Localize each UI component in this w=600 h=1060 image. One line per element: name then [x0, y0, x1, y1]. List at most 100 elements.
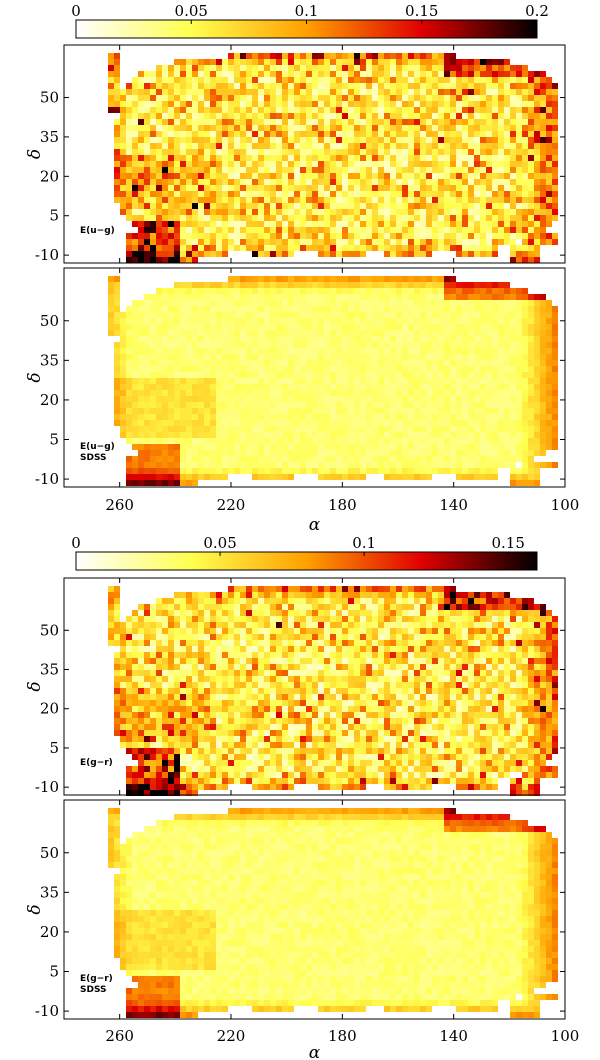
heatmap-cell: [348, 288, 354, 294]
heatmap-cell: [402, 71, 408, 77]
heatmap-cell: [432, 203, 438, 209]
heatmap-cell: [174, 468, 180, 474]
heatmap-cell: [480, 179, 486, 185]
heatmap-cell: [162, 173, 168, 179]
heatmap-cell: [360, 306, 366, 312]
heatmap-cell: [252, 468, 258, 474]
heatmap-cell: [258, 245, 264, 251]
heatmap-cell: [216, 233, 222, 239]
heatmap-cell: [270, 444, 276, 450]
heatmap-cell: [480, 420, 486, 426]
heatmap-cell: [348, 444, 354, 450]
heatmap-cell: [306, 185, 312, 191]
heatmap-cell: [174, 185, 180, 191]
heatmap-cell: [246, 324, 252, 330]
heatmap-cell: [420, 209, 426, 215]
heatmap-cell: [258, 390, 264, 396]
heatmap-cell: [378, 95, 384, 101]
heatmap-cell: [162, 306, 168, 312]
heatmap-cell: [342, 276, 348, 282]
heatmap-cell: [162, 468, 168, 474]
heatmap-cell: [186, 288, 192, 294]
heatmap-cell: [186, 191, 192, 197]
heatmap-cell: [204, 432, 210, 438]
heatmap-cell: [420, 101, 426, 107]
heatmap-cell: [318, 402, 324, 408]
heatmap-cell: [354, 372, 360, 378]
heatmap-cell: [246, 89, 252, 95]
heatmap-cell: [384, 342, 390, 348]
heatmap-cell: [186, 119, 192, 125]
heatmap-cell: [468, 131, 474, 137]
heatmap-cell: [144, 143, 150, 149]
heatmap-cell: [516, 336, 522, 342]
heatmap-cell: [384, 251, 390, 257]
heatmap-cell: [318, 173, 324, 179]
heatmap-cell: [408, 185, 414, 191]
heatmap-cell: [462, 456, 468, 462]
heatmap-cell: [126, 143, 132, 149]
heatmap-cell: [324, 125, 330, 131]
heatmap-cell: [210, 173, 216, 179]
heatmap-cell: [486, 378, 492, 384]
heatmap-cell: [384, 131, 390, 137]
heatmap-cell: [462, 318, 468, 324]
heatmap-cell: [216, 324, 222, 330]
heatmap-cell: [486, 113, 492, 119]
heatmap-cell: [144, 474, 150, 480]
heatmap-cell: [474, 414, 480, 420]
heatmap-cell: [300, 462, 306, 468]
heatmap-cell: [138, 245, 144, 251]
heatmap-cell: [432, 432, 438, 438]
heatmap-cell: [510, 288, 516, 294]
heatmap-cell: [492, 384, 498, 390]
heatmap-cell: [120, 209, 126, 215]
heatmap-cell: [270, 101, 276, 107]
heatmap-cell: [258, 71, 264, 77]
heatmap-cell: [516, 71, 522, 77]
heatmap-cell: [294, 233, 300, 239]
heatmap-cell: [360, 432, 366, 438]
heatmap-cell: [288, 113, 294, 119]
heatmap-cell: [402, 179, 408, 185]
heatmap-cell: [324, 245, 330, 251]
heatmap-cell: [318, 149, 324, 155]
heatmap-cell: [468, 282, 474, 288]
heatmap-cell: [390, 384, 396, 390]
heatmap-cell: [234, 336, 240, 342]
heatmap-cell: [492, 474, 498, 480]
heatmap-cell: [372, 221, 378, 227]
heatmap-cell: [420, 239, 426, 245]
heatmap-cell: [264, 402, 270, 408]
heatmap-cell: [180, 137, 186, 143]
heatmap-cell: [474, 179, 480, 185]
heatmap-cell: [462, 324, 468, 330]
heatmap-cell: [318, 113, 324, 119]
heatmap-cell: [522, 390, 528, 396]
heatmap-cell: [162, 131, 168, 137]
heatmap-cell: [408, 306, 414, 312]
heatmap-cell: [450, 420, 456, 426]
heatmap-cell: [450, 179, 456, 185]
heatmap-cell: [336, 197, 342, 203]
heatmap-cell: [330, 155, 336, 161]
heatmap-cell: [192, 89, 198, 95]
heatmap-cell: [330, 173, 336, 179]
heatmap-cell: [486, 125, 492, 131]
heatmap-cell: [162, 432, 168, 438]
heatmap-cell: [372, 239, 378, 245]
heatmap-cell: [318, 336, 324, 342]
heatmap-cell: [216, 221, 222, 227]
heatmap-cell: [510, 95, 516, 101]
heatmap-cell: [300, 414, 306, 420]
heatmap-cell: [486, 197, 492, 203]
heatmap-cell: [210, 342, 216, 348]
heatmap-cell: [276, 239, 282, 245]
heatmap-cell: [114, 592, 120, 598]
heatmap-cell: [348, 456, 354, 462]
heatmap-cell: [516, 450, 522, 456]
heatmap-cell: [270, 276, 276, 282]
heatmap-cell: [222, 113, 228, 119]
heatmap-cell: [276, 209, 282, 215]
heatmap-cell: [168, 149, 174, 155]
